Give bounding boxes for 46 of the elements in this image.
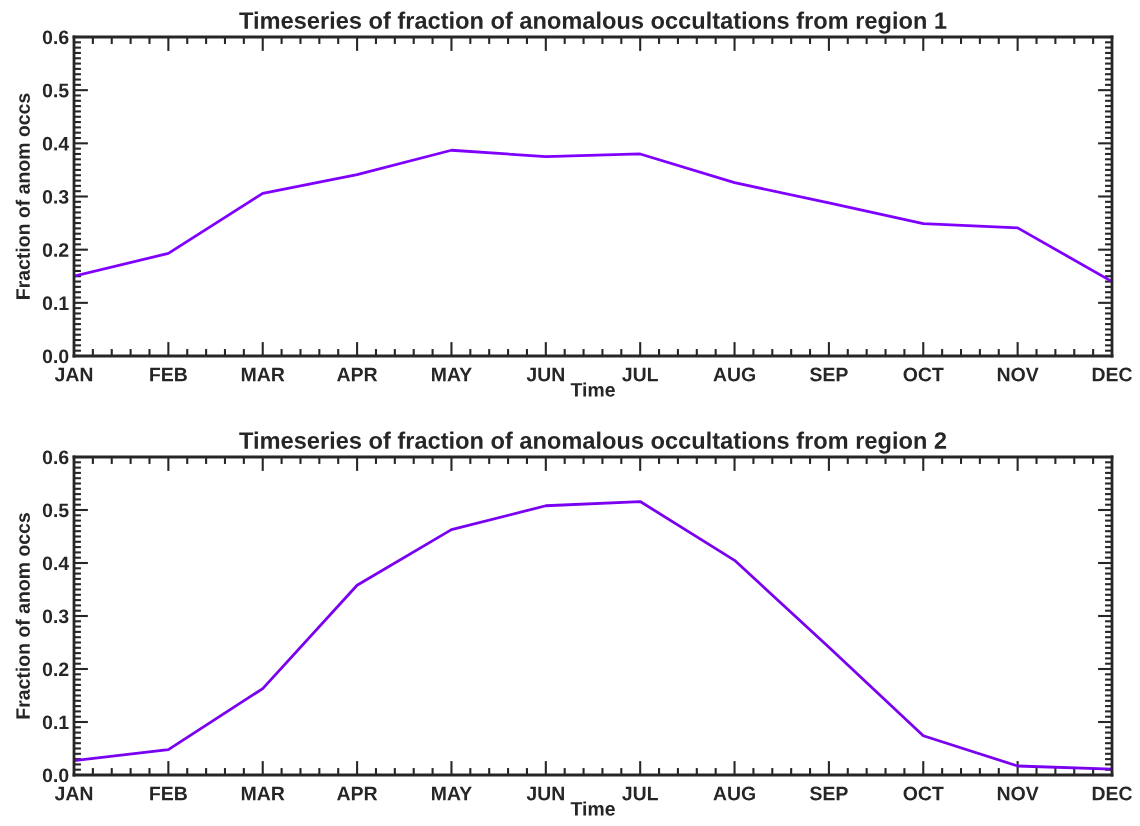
x-tick-label: NOV — [997, 786, 1039, 801]
x-tick-label: AUG — [713, 367, 755, 382]
y-tick-label: 0.2 — [42, 662, 69, 677]
y-tick-label: 0.6 — [42, 450, 69, 465]
y-tick-label: 0.5 — [42, 503, 69, 518]
line-series — [74, 148, 1112, 283]
x-axis-title: Time — [570, 382, 615, 397]
x-tick-label: SEP — [810, 786, 848, 801]
chart-title: Timeseries of fraction of anomalous occultations from region 2 — [239, 431, 947, 454]
x-tick-label: MAR — [241, 367, 285, 382]
x-tick-label: DEC — [1092, 367, 1132, 382]
line-series — [74, 500, 1112, 771]
y-tick-label: 0.5 — [42, 83, 69, 98]
x-tick-label: APR — [337, 786, 378, 801]
x-tick-label: FEB — [150, 786, 187, 801]
x-tick-label: JUN — [526, 786, 564, 801]
x-tick-label: SEP — [810, 367, 848, 382]
x-tick-label: JUL — [622, 786, 658, 801]
x-tick-label: FEB — [150, 367, 187, 382]
x-tick-label: OCT — [903, 367, 944, 382]
x-tick-label: AUG — [713, 786, 755, 801]
chart-title: Timeseries of fraction of anomalous occultations from region 1 — [239, 11, 947, 34]
y-axis-title: Fraction of anom occs — [15, 513, 30, 719]
y-tick-label: 0.0 — [42, 768, 69, 783]
y-tick-label: 0.2 — [42, 243, 69, 257]
y-tick-label: 0.3 — [42, 609, 69, 624]
x-tick-label: OCT — [903, 786, 944, 801]
x-tick-label: JUL — [622, 367, 658, 382]
y-tick-label: 0.4 — [42, 556, 70, 571]
y-tick-label: 0.1 — [42, 296, 69, 311]
y-tick-label: 0.1 — [42, 715, 69, 730]
y-axis-title: Fraction of anom occs — [15, 93, 30, 299]
y-tick-label: 0.4 — [42, 136, 70, 151]
x-tick-label: MAY — [432, 786, 472, 801]
x-tick-label: APR — [337, 367, 378, 382]
x-tick-label: JAN — [54, 786, 93, 801]
x-tick-label: NOV — [997, 367, 1039, 382]
x-tick-label: JUN — [526, 367, 564, 382]
x-tick-label: DEC — [1092, 786, 1132, 801]
x-tick-label: MAR — [241, 786, 285, 801]
y-tick-label: 0.3 — [42, 189, 69, 204]
x-tick-label: JAN — [54, 367, 93, 382]
y-tick-label: 0.0 — [42, 349, 69, 364]
x-axis-title: Time — [570, 801, 615, 816]
y-tick-label: 0.6 — [42, 30, 69, 45]
x-tick-label: MAY — [432, 367, 472, 382]
